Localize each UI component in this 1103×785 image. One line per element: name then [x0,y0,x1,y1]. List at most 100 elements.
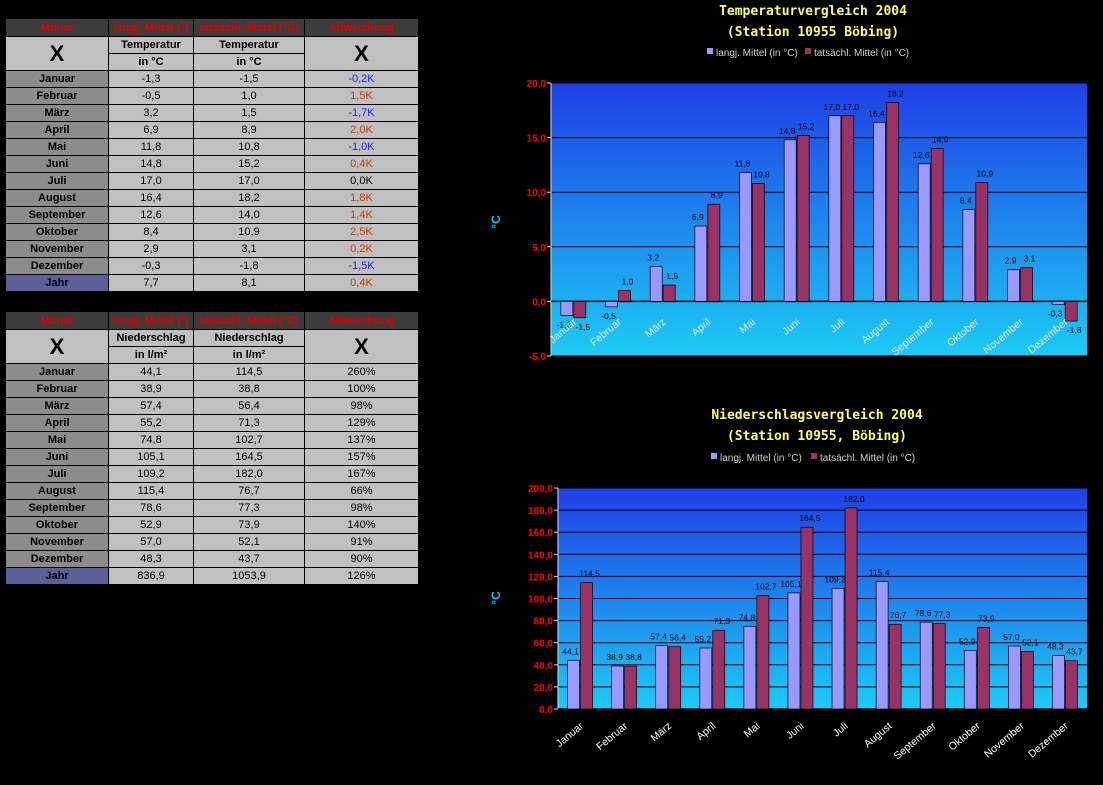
value-cell: 74,8 [108,431,194,449]
header-cell: tatsächl. Mittel (°C) [193,311,305,330]
value-cell: 114,5 [193,363,305,381]
y-tick-label: 60,0 [534,639,554,650]
y-tick-label: 140,0 [528,550,553,561]
data-label: 57,4 [650,632,667,642]
deviation-cell: 137% [304,431,419,449]
bar-actual [1065,660,1078,710]
table-row: Oktober 8,4 10,9 2,5K [5,223,419,241]
header-cell: Monat [5,18,109,37]
value-cell: 7,7 [108,274,194,292]
bar-longterm [649,266,663,302]
bar-actual [930,148,944,302]
bar-longterm [560,301,574,316]
data-label: 11,8 [735,159,751,169]
deviation-cell: -1,0K [304,138,419,156]
deviation-cell: 98% [304,499,419,517]
bar-longterm [655,645,669,710]
deviation-cell: 0,0K [304,172,419,190]
value-cell: 11,8 [108,138,194,156]
deviation-cell: 126% [304,567,419,585]
data-label: 78,6 [915,608,932,618]
table-row: Februar -0,5 1,0 1,5K [5,87,419,105]
y-axis-label: °C [489,215,503,229]
deviation-cell: 260% [304,363,419,381]
header-cell: Abweichung [304,18,419,37]
data-label: 102,7 [755,582,777,592]
value-cell: 18,2 [193,189,305,207]
y-tick-label: 20,0 [534,683,554,694]
month-cell: April [5,414,109,432]
deviation-cell: 91% [304,533,419,551]
month-cell: Jahr [5,567,109,585]
table-row: August 16,4 18,2 1,8K [5,189,419,207]
bar-actual [624,665,637,710]
month-cell: September [5,206,109,224]
table-row: März 57,4 56,4 98% [5,397,419,415]
month-cell: Oktober [5,223,109,241]
y-tick-label: 0,0 [532,297,546,308]
deviation-cell: 167% [304,465,419,483]
data-label: 3,2 [647,252,659,262]
bar-longterm [1051,301,1065,306]
value-cell: 17,0 [193,172,305,190]
value-cell: 10,8 [193,138,305,156]
data-label: 17,0 [824,102,841,112]
value-cell: 1,5 [193,104,305,122]
subheader-cell: Temperatur [108,36,194,54]
bar-actual [886,102,899,302]
data-label: 109,2 [824,574,846,584]
value-cell: -1,5 [193,70,305,88]
value-cell: 8,9 [193,121,305,139]
value-cell: 38,8 [193,380,305,398]
table-row: April 6,9 8,9 2,0K [5,121,419,139]
value-cell: 15,2 [193,155,305,173]
legend-swatch-series1 [707,48,713,54]
table-row: April 55,2 71,3 129% [5,414,419,432]
value-cell: -1,3 [108,70,194,88]
legend-swatch-series2 [805,48,811,54]
bar-longterm [1008,645,1021,710]
value-cell: 55,2 [108,414,194,432]
table-row: Juni 14,8 15,2 0,4K [5,155,419,173]
bar-longterm [611,665,624,710]
value-cell: 76,7 [193,482,305,500]
deviation-cell: 2,0K [304,121,419,139]
bar-actual [1020,267,1033,302]
deviation-cell: 2,5K [304,223,419,241]
data-label: -1,3 [557,320,572,330]
unit-cell: in l/m² [193,346,305,364]
month-cell: Juni [5,155,109,173]
table-row: Oktober 52,9 73,9 140% [5,516,419,534]
y-tick-label: 100,0 [528,595,553,606]
x-tick-label: Juli [831,720,851,739]
unit-cell: in °C [108,53,194,71]
chart-title: Niederschlagsvergleich 2004 [711,408,922,423]
table-row: November 2,9 3,1 0,2K [5,240,419,258]
plot-area [551,83,1087,356]
month-cell: Juni [5,448,109,466]
bar-actual [841,115,855,302]
x-tick-label: Juni [784,720,806,742]
bar-actual [756,595,770,710]
bar-longterm [828,115,842,302]
value-cell: 44,1 [108,363,194,381]
value-cell: 14,0 [193,206,305,224]
month-cell: Oktober [5,516,109,534]
x-tick-label: April [694,720,718,743]
value-cell: 2,9 [108,240,194,258]
legend-swatch-series1 [711,453,717,459]
bar-actual [668,646,682,710]
data-label: -1,5 [576,322,591,332]
data-label: 15,2 [798,121,815,131]
month-cell: März [5,104,109,122]
legend-label-series2: tatsächl. Mittel (in °C) [820,453,915,464]
total-row: Jahr 836,9 1053,9 126% [5,567,419,585]
x-tick-label: Februar [594,720,630,753]
month-cell: Februar [5,380,109,398]
value-cell: -0,3 [108,257,194,275]
month-cell: Dezember [5,257,109,275]
placeholder-x: X [5,36,109,71]
subheader-cell: Niederschlag [193,329,305,347]
legend-label-series1: langj. Mittel (in °C) [716,48,798,59]
month-cell: April [5,121,109,139]
